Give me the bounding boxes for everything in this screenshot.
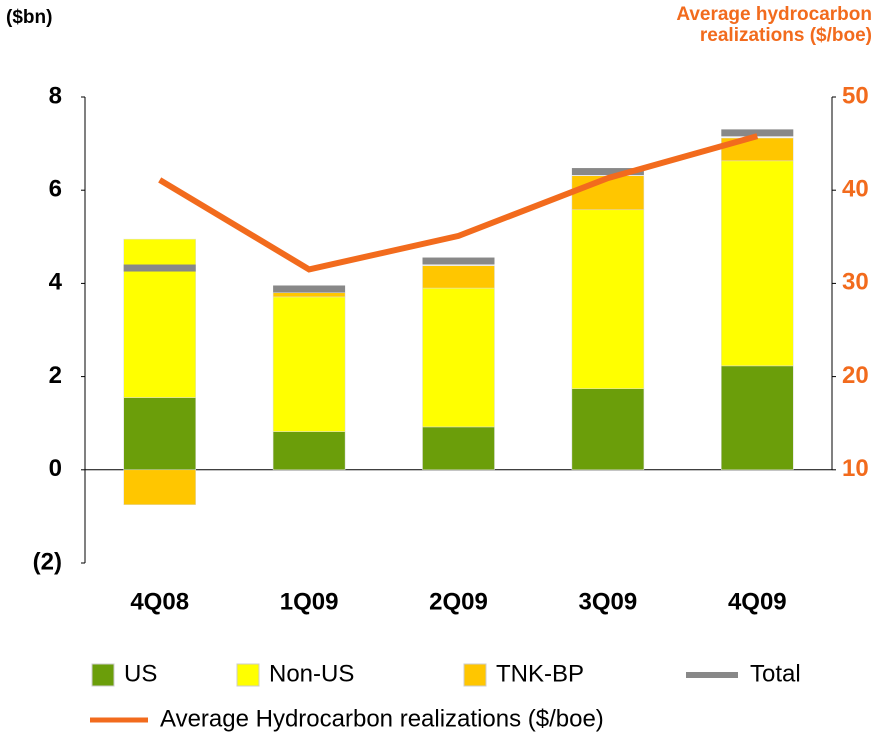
total-marker (721, 129, 794, 137)
total-marker (422, 257, 495, 265)
bar-segment (571, 209, 645, 389)
legend-swatch (463, 663, 487, 687)
line-series (158, 133, 759, 273)
y2-tick-label: 40 (842, 176, 869, 203)
bar-segment (422, 265, 495, 289)
bar-segment (571, 388, 645, 471)
y-tick-label: 4 (49, 269, 63, 296)
total-marker (571, 168, 644, 176)
y2-tick-label: 20 (842, 362, 869, 389)
y-tick-label: (2) (33, 548, 62, 575)
bar-segment (123, 238, 196, 398)
y-axis-label: ($bn) (6, 7, 52, 28)
legend-label: Non-US (269, 660, 354, 687)
legend-label: Total (750, 660, 801, 687)
legend-label: TNK-BP (496, 660, 584, 687)
x-tick-label: 1Q09 (280, 588, 339, 615)
bar-segment (123, 397, 196, 471)
bar-segment (123, 469, 196, 505)
y-tick-label: 0 (49, 455, 62, 482)
y2-tick-label: 10 (842, 455, 869, 482)
y-tick-label: 6 (49, 176, 62, 203)
y2-tick-label: 30 (842, 269, 869, 296)
bar-segment (272, 431, 346, 471)
legend-swatch (236, 663, 260, 687)
y2-tick-label: 50 (842, 82, 869, 109)
legend-label: US (124, 660, 157, 687)
bar-segment (721, 365, 794, 471)
x-tick-label: 2Q09 (429, 588, 488, 615)
x-tick-label: 4Q09 (728, 588, 787, 615)
bar-segment (272, 292, 346, 298)
total-marker (273, 285, 346, 293)
bar-segment (721, 160, 794, 367)
x-tick-label: 3Q09 (579, 588, 638, 615)
bar-segment (422, 426, 495, 471)
bar-segment (422, 287, 495, 428)
total-marker (123, 264, 196, 272)
y-tick-label: 8 (49, 82, 62, 109)
bar-segment (571, 175, 645, 211)
y-tick-label: 2 (49, 362, 62, 389)
legend-swatch (91, 663, 115, 687)
x-tick-label: 4Q08 (130, 588, 189, 615)
legend-label: Average Hydrocarbon realizations ($/boe) (160, 705, 604, 732)
y2-axis-label: Average hydrocarbon realizations ($/boe) (676, 4, 872, 46)
bar-segment (272, 296, 346, 432)
